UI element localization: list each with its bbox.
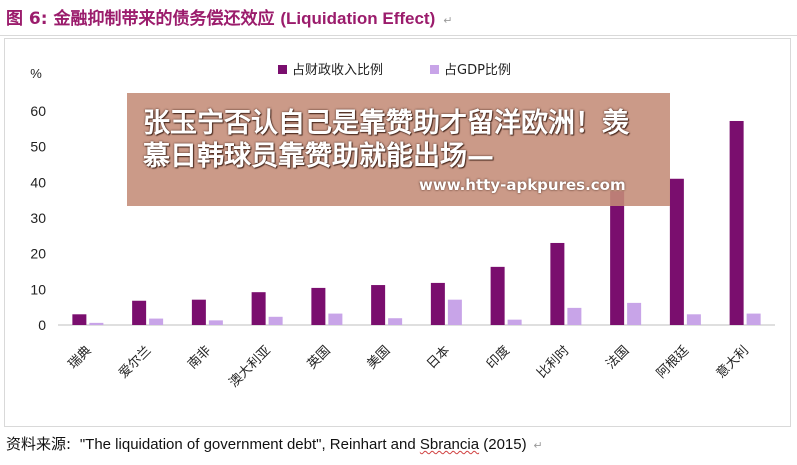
bar-revenue-share: [132, 300, 147, 325]
title-divider: [0, 35, 797, 36]
y-tick-label: 40: [30, 174, 46, 190]
overlay-url: www.htty-apkpures.com: [419, 176, 626, 194]
y-tick-label: 50: [30, 139, 46, 155]
bar-chart: % 0 10 20 30 40 50 60 瑞典 爱尔兰 南非 澳大利亚 英国 美国 日本 印度 比利时 法国 阿根…: [30, 63, 775, 391]
source-label: 资料来源:: [6, 435, 72, 453]
figure-title-en: (Liquidation Effect): [280, 9, 436, 28]
x-category-label: 瑞典: [66, 343, 95, 372]
figure-title: 图 6: 金融抑制带来的债务偿还效应 (Liquidation Effect) …: [6, 4, 452, 34]
bar-revenue-share: [191, 299, 206, 325]
bar-gdp-share: [627, 302, 642, 325]
bar-gdp-share: [328, 313, 343, 325]
legend-label-revenue: 占财政收入比例: [292, 63, 383, 78]
bar-revenue-share: [610, 191, 625, 325]
y-tick-label: 30: [30, 210, 46, 226]
y-tick-label: 20: [30, 246, 46, 262]
watermark-overlay[interactable]: 张玉宁否认自己是靠赞助才留洋欧洲！羡慕日韩球员靠赞助就能出场— www.htty…: [127, 93, 670, 206]
source-author-underlined: Sbrancia: [419, 436, 480, 453]
bar-revenue-share: [72, 314, 87, 325]
bar-gdp-share: [208, 320, 223, 325]
figure-title-zh: 金融抑制带来的债务偿还效应: [53, 9, 275, 29]
bar-gdp-share: [746, 313, 761, 325]
x-category-label: 爱尔兰: [116, 343, 154, 381]
bar-gdp-share: [388, 318, 403, 325]
bar-revenue-share: [729, 120, 744, 325]
bar-revenue-share: [251, 292, 266, 325]
bar-revenue-share: [550, 242, 565, 325]
x-category-label: 意大利: [713, 343, 752, 382]
source-text: "The liquidation of government debt", Re…: [80, 436, 527, 453]
x-category-label: 法国: [603, 343, 632, 372]
bar-revenue-share: [669, 178, 684, 325]
x-category-label: 英国: [305, 343, 334, 372]
x-category-label: 澳大利亚: [226, 343, 274, 391]
bar-gdp-share: [447, 299, 462, 325]
x-category-label: 比利时: [535, 343, 573, 381]
bar-revenue-share: [430, 282, 445, 325]
bar-gdp-share: [567, 307, 582, 325]
overlay-headline: 张玉宁否认自己是靠赞助才留洋欧洲！羡慕日韩球员靠赞助就能出场—: [143, 108, 629, 172]
bar-revenue-share: [490, 266, 505, 325]
x-category-label: 美国: [364, 343, 393, 372]
chart-frame: [4, 38, 791, 427]
bar-revenue-share: [371, 285, 386, 325]
y-unit-label: %: [30, 66, 42, 81]
y-tick-label: 10: [30, 281, 46, 297]
x-category-label: 印度: [483, 343, 513, 373]
source-text-pre: "The liquidation of government debt", Re…: [79, 436, 420, 453]
y-tick-label: 0: [38, 317, 46, 333]
legend-swatch-gdp: [430, 65, 439, 74]
bar-gdp-share: [149, 318, 164, 325]
bar-gdp-share: [89, 322, 104, 325]
y-tick-label: 60: [30, 103, 46, 119]
source-note: 资料来源: "The liquidation of government deb…: [6, 432, 543, 456]
x-category-label: 南非: [184, 343, 214, 373]
x-category-label: 日本: [424, 343, 453, 372]
figure-label: 图 6:: [6, 9, 48, 29]
legend-swatch-revenue: [278, 65, 287, 74]
paragraph-mark-icon: ↵: [443, 14, 453, 27]
source-text-post: (2015): [479, 436, 527, 453]
bar-gdp-share: [268, 316, 283, 325]
paragraph-mark-icon: ↵: [533, 439, 543, 452]
legend-label-gdp: 占GDP比例: [444, 63, 511, 78]
bar-gdp-share: [507, 319, 522, 325]
x-category-label: 阿根廷: [654, 343, 692, 381]
bar-revenue-share: [311, 287, 326, 325]
bar-gdp-share: [686, 314, 701, 325]
